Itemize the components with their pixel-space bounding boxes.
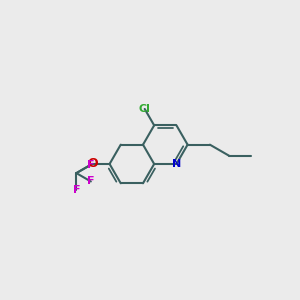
Text: F: F: [87, 176, 94, 187]
Text: O: O: [87, 158, 98, 170]
Text: F: F: [73, 185, 80, 195]
Text: F: F: [87, 160, 94, 170]
Text: N: N: [172, 159, 181, 169]
Text: Cl: Cl: [139, 104, 151, 114]
